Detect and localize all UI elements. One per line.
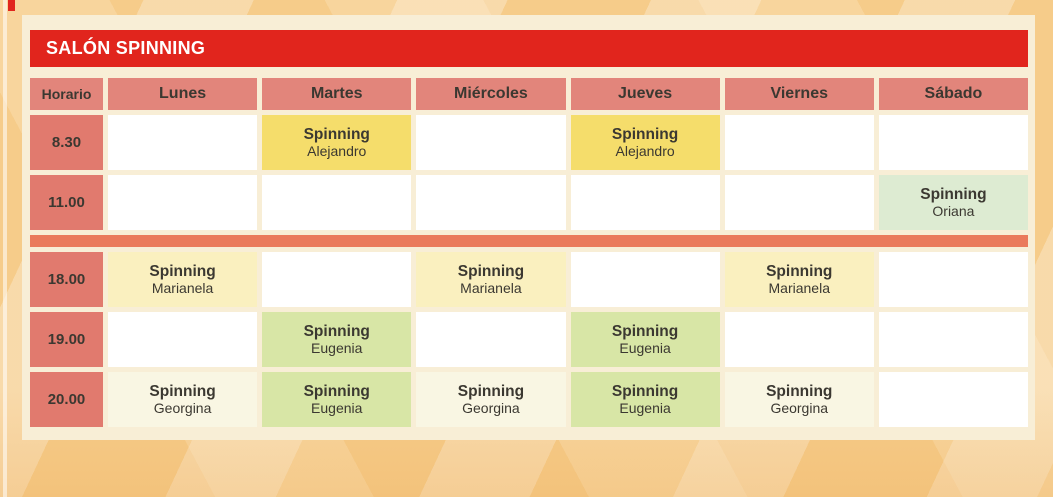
empty-cell [878,252,1028,307]
instructor-label: Alejandro [615,143,675,160]
time-cell: 8.30 [30,115,103,170]
instructor-label: Georgina [770,400,829,417]
instructor-label: Marianela [460,280,522,297]
activity-label: Spinning [920,185,987,203]
empty-cell [724,115,874,170]
instructor-label: Alejandro [307,143,367,160]
time-cell: 20.00 [30,372,103,427]
class-cell: Spinning Marianela [416,252,566,307]
time-cell: 11.00 [30,175,103,230]
class-cell: Spinning Eugenia [262,312,412,367]
activity-label: Spinning [457,262,525,280]
empty-cell [570,175,720,230]
empty-cell [416,312,566,367]
activity-label: Spinning [303,382,370,400]
class-cell: Spinning Eugenia [570,312,720,367]
time-cell: 18.00 [30,252,103,307]
schedule-panel: SALÓN SPINNING Horario Lunes Martes Miércol… [22,15,1035,440]
day-header-viernes: Viernes [724,78,874,110]
empty-cell [108,312,258,367]
empty-cell [416,175,566,230]
activity-label: Spinning [303,322,370,340]
activity-label: Spinning [611,125,679,143]
instructor-label: Marianela [768,280,830,297]
activity-label: Spinning [457,382,525,400]
activity-label: Spinning [303,125,370,143]
background-red-notch [8,0,15,11]
day-header-lunes: Lunes [108,78,258,110]
class-cell: Spinning Eugenia [262,372,412,427]
instructor-label: Eugenia [619,340,671,357]
section-divider [30,235,1028,247]
empty-cell [878,115,1028,170]
class-cell: Spinning Georgina [108,372,258,427]
time-cell: 19.00 [30,312,103,367]
class-cell: Spinning Alejandro [262,115,412,170]
class-cell: Spinning Marianela [724,252,874,307]
empty-cell [878,372,1028,427]
activity-label: Spinning [766,262,833,280]
instructor-label: Georgina [462,400,520,417]
day-header-jueves: Jueves [570,78,720,110]
instructor-label: Eugenia [311,340,363,357]
instructor-label: Oriana [932,203,975,220]
instructor-label: Georgina [153,400,212,417]
instructor-label: Eugenia [619,400,671,417]
schedule-grid: Horario Lunes Martes Miércoles Jueves Viernes… [30,78,1028,427]
activity-label: Spinning [149,382,216,400]
day-header-miércoles: Miércoles [416,78,566,110]
class-cell: Spinning Georgina [724,372,874,427]
empty-cell [416,115,566,170]
activity-label: Spinning [611,382,679,400]
empty-cell [262,175,412,230]
class-cell: Spinning Alejandro [570,115,720,170]
empty-cell [724,312,874,367]
page-title: SALÓN SPINNING [46,38,206,58]
class-cell: Spinning Georgina [416,372,566,427]
empty-cell [724,175,874,230]
activity-label: Spinning [149,262,216,280]
day-header-martes: Martes [262,78,412,110]
empty-cell [262,252,412,307]
instructor-label: Eugenia [311,400,363,417]
empty-cell [108,175,258,230]
empty-cell [878,312,1028,367]
empty-cell [108,115,258,170]
title-banner: SALÓN SPINNING [30,30,1028,67]
time-column-header: Horario [30,78,103,110]
activity-label: Spinning [611,322,679,340]
class-cell: Spinning Oriana [878,175,1028,230]
class-cell: Spinning Marianela [108,252,258,307]
instructor-label: Marianela [151,280,214,297]
day-header-sábado: Sábado [878,78,1028,110]
activity-label: Spinning [766,382,833,400]
empty-cell [570,252,720,307]
class-cell: Spinning Eugenia [570,372,720,427]
background-vertical-line [3,0,7,497]
